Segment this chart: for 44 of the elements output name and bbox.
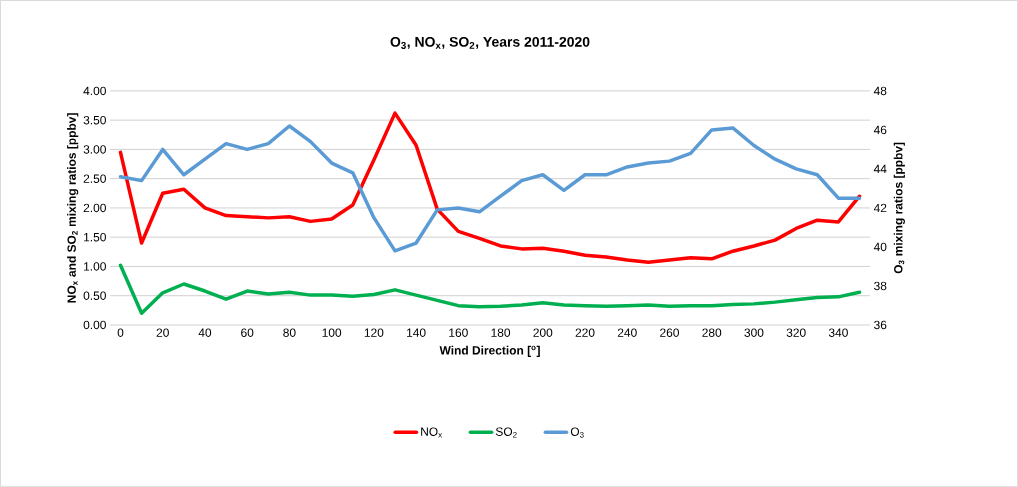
y2-tick-label: 40 [873, 242, 887, 252]
x-tick-label: 0 [117, 328, 124, 337]
y2-tick-label: 42 [873, 203, 887, 213]
legend-label: NO$_{x}$ [421, 427, 443, 438]
legend-label: O$_{3}$ [570, 427, 584, 438]
x-tick-label: 200 [533, 328, 553, 337]
x-tick-label: 160 [449, 328, 468, 337]
y2-tick-label: 36 [874, 320, 887, 330]
x-axis-title: Wind Direction [$^{o}$] [439, 345, 540, 357]
x-tick-label: 20 [156, 328, 169, 337]
x-tick-label: 240 [617, 328, 637, 337]
y-tick-label: 1.00 [84, 262, 106, 271]
x-tick-label: 80 [283, 328, 296, 337]
x-tick-label: 280 [702, 328, 722, 337]
x-tick-label: 320 [786, 328, 806, 337]
y-tick-label: 0.00 [83, 320, 106, 330]
x-tick-label: 180 [491, 328, 511, 337]
x-tick-label: 120 [364, 328, 384, 337]
x-tick-label: 300 [744, 328, 764, 337]
x-tick-label: 260 [660, 328, 679, 337]
line-series [118, 124, 862, 253]
x-tick-label: 140 [407, 328, 426, 337]
y-tick-label: 4.00 [83, 86, 106, 96]
y-tick-label: 2.00 [83, 203, 106, 213]
legend-label: SO$_{2}$ [495, 427, 517, 438]
x-tick-label: 40 [198, 328, 212, 337]
y-tick-label: 1.50 [84, 233, 106, 242]
y-axis-title: NO$_{x}$ and SO$_{2}$ mixing ratios [ppbv] [67, 113, 79, 303]
y-tick-label: 2.50 [83, 174, 106, 183]
y-tick-label: 3.00 [83, 145, 106, 154]
y2-tick-label: 38 [874, 281, 887, 291]
y2-tick-label: 44 [873, 164, 887, 174]
x-tick-label: 220 [575, 328, 595, 337]
line-series [118, 111, 862, 265]
line-series [118, 263, 862, 316]
y2-tick-label: 46 [873, 125, 887, 135]
y2-tick-label: 48 [873, 86, 887, 96]
x-tick-label: 340 [828, 328, 848, 337]
chart-title: O$_{3}$, NO$_{x}$, SO$_{2}$, Years 2011-2020 [390, 36, 590, 49]
y-tick-label: 0.50 [83, 291, 106, 300]
x-tick-label: 60 [241, 328, 254, 337]
y2-axis-title: O$_{3}$ mixing ratios [ppbv] [893, 142, 905, 274]
x-tick-label: 100 [322, 328, 342, 337]
y-tick-label: 3.50 [83, 115, 106, 125]
